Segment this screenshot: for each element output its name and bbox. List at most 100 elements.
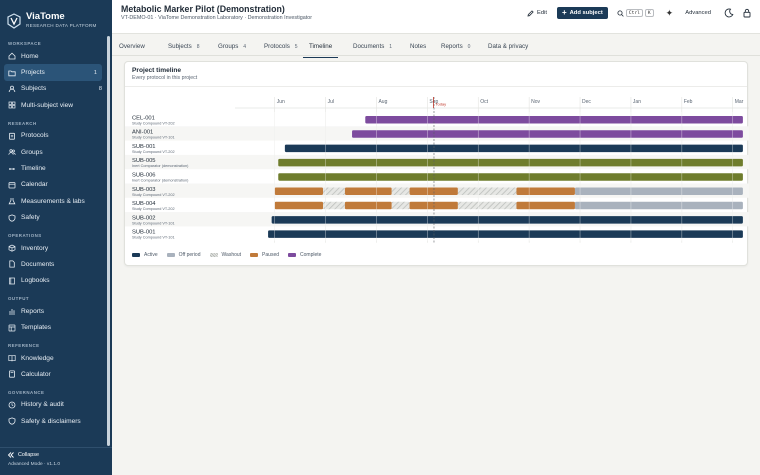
month-tick-label: Mar bbox=[735, 99, 744, 105]
sidebar-item-timeline[interactable]: Timeline bbox=[0, 160, 108, 176]
sidebar-item-reports[interactable]: Reports bbox=[0, 303, 108, 319]
legend-item-complete: Complete bbox=[288, 252, 321, 258]
tab-notes[interactable]: Notes bbox=[410, 40, 426, 58]
tab-count: 8 bbox=[196, 44, 200, 50]
sidebar-item-label: Knowledge bbox=[21, 354, 54, 362]
timeline-bar bbox=[284, 144, 743, 153]
sidebar-item-home[interactable]: Home bbox=[0, 48, 108, 64]
main-area: Metabolic Marker Pilot (Demonstration) V… bbox=[112, 0, 760, 475]
timeline-bar bbox=[271, 216, 743, 224]
add-subject-button[interactable]: + Add subject bbox=[556, 7, 608, 19]
timeline-bar bbox=[574, 187, 743, 195]
chart-icon bbox=[9, 309, 15, 315]
legend-swatch bbox=[209, 253, 218, 257]
collapse-button[interactable]: Collapse bbox=[0, 448, 112, 458]
legend-swatch bbox=[132, 253, 140, 257]
clipboard-icon bbox=[9, 132, 15, 140]
timeline-bar bbox=[278, 173, 743, 181]
tab-timeline[interactable]: Timeline bbox=[303, 40, 339, 58]
section-label-2: OPERATIONS bbox=[8, 232, 42, 238]
logo-icon bbox=[7, 12, 21, 29]
calendar-icon bbox=[8, 182, 16, 189]
timeline-bar bbox=[274, 201, 324, 210]
card-divider bbox=[125, 86, 747, 87]
card-title: Project timeline bbox=[132, 67, 182, 74]
timeline-bar bbox=[323, 187, 345, 195]
tab-documents[interactable]: Documents 1 bbox=[353, 40, 392, 58]
calculator-icon bbox=[9, 370, 15, 379]
template-icon bbox=[8, 324, 16, 332]
legend-label: Off period bbox=[178, 252, 201, 258]
timeline-bar bbox=[391, 187, 410, 195]
timeline-bar bbox=[516, 187, 575, 195]
kbd-ctrl: Ctrl bbox=[625, 9, 643, 17]
sidebar-scrollbar[interactable] bbox=[107, 36, 110, 446]
sidebar-item-multi-subject-view[interactable]: Multi-subject view bbox=[0, 97, 108, 113]
row-protocol-label: Study Compound VT-101 bbox=[132, 236, 175, 240]
tab-reports[interactable]: Reports 0 bbox=[441, 40, 470, 58]
page-header: Metabolic Marker Pilot (Demonstration) V… bbox=[112, 0, 760, 34]
shield-icon bbox=[8, 417, 16, 425]
tab-groups[interactable]: Groups 4 bbox=[218, 40, 246, 58]
sidebar-item-templates[interactable]: Templates bbox=[0, 319, 108, 335]
theme-toggle-icon[interactable] bbox=[724, 8, 734, 18]
sidebar-item-logbooks[interactable]: Logbooks bbox=[0, 273, 108, 289]
advanced-toggle[interactable]: Advanced bbox=[685, 10, 711, 16]
pencil-icon bbox=[527, 9, 534, 17]
timeline-bar bbox=[352, 130, 743, 138]
sidebar-item-documents[interactable]: Documents bbox=[0, 256, 108, 272]
month-tick-label: Oct bbox=[480, 99, 488, 105]
edit-button[interactable]: Edit bbox=[527, 9, 547, 17]
folder-icon bbox=[8, 70, 16, 76]
sidebar-item-protocols[interactable]: Protocols bbox=[0, 128, 108, 144]
sidebar-item-subjects[interactable]: Subjects 8 bbox=[0, 81, 108, 97]
legend-swatch bbox=[288, 253, 297, 257]
sidebar-item-knowledge[interactable]: Knowledge bbox=[0, 350, 108, 366]
lock-icon[interactable] bbox=[742, 8, 752, 18]
sidebar-item-safety[interactable]: Safety bbox=[0, 210, 108, 226]
timeline-bar bbox=[516, 201, 575, 210]
row-subject-label: ANI-001 bbox=[132, 130, 153, 136]
sidebar-item-calculator[interactable]: Calculator bbox=[0, 366, 108, 382]
sidebar-item-label: Documents bbox=[21, 260, 55, 268]
book-open-icon bbox=[8, 355, 16, 362]
legend-label: Complete bbox=[300, 252, 322, 258]
search-button[interactable]: Ctrl K bbox=[617, 9, 654, 17]
sidebar-item-label: Safety bbox=[21, 214, 40, 222]
month-tick-label: Jul bbox=[328, 99, 334, 105]
shield-icon bbox=[8, 214, 16, 222]
project-timeline-card: Project timeline Every protocol in this … bbox=[124, 61, 749, 266]
row-subject-label: SUB-001 bbox=[132, 230, 156, 236]
sidebar-item-label: Multi-subject view bbox=[21, 101, 74, 109]
tab-label: Reports bbox=[441, 43, 463, 50]
history-icon bbox=[8, 401, 16, 409]
row-protocol-label: Study Compound VT-202 bbox=[132, 193, 175, 197]
tab-protocols[interactable]: Protocols 5 bbox=[264, 40, 298, 58]
sidebar-item-inventory[interactable]: Inventory bbox=[0, 240, 108, 256]
timeline-legend: Active Off period Washout Paused Complete bbox=[132, 252, 330, 258]
tab-data-privacy[interactable]: Data & privacy bbox=[488, 40, 528, 58]
sidebar-item-label: Logbooks bbox=[21, 277, 50, 285]
sidebar-item-history-audit[interactable]: History & audit bbox=[0, 397, 108, 413]
month-tick-label: Aug bbox=[378, 99, 387, 105]
legend-label: Washout bbox=[221, 252, 242, 258]
add-subject-label: Add subject bbox=[569, 10, 603, 16]
tab-subjects[interactable]: Subjects 8 bbox=[168, 40, 200, 58]
plus-icon: + bbox=[561, 8, 567, 17]
sidebar-item-calendar[interactable]: Calendar bbox=[0, 177, 108, 193]
row-protocol-label: Inert Comparator (demonstration) bbox=[132, 179, 189, 183]
sidebar-item-groups[interactable]: Groups bbox=[0, 144, 108, 160]
sidebar-item-safety-disclaimers[interactable]: Safety & disclaimers bbox=[0, 413, 108, 429]
brand[interactable]: ViaTome RESEARCH DATA PLATFORM bbox=[0, 0, 112, 34]
today-label: Today bbox=[435, 102, 446, 107]
legend-label: Paused bbox=[262, 252, 280, 258]
section-label-4: REFERENCE bbox=[8, 342, 40, 348]
sidebar-item-projects[interactable]: Projects 1 bbox=[4, 64, 102, 81]
timeline-chart: JunJulAugSepOctNovDecJanFebMarCEL-001Stu… bbox=[125, 97, 749, 243]
tab-overview[interactable]: Overview bbox=[119, 40, 145, 58]
row-subject-label: SUB-003 bbox=[132, 187, 156, 193]
sparkle-icon[interactable]: ✦ bbox=[665, 7, 674, 18]
tab-label: Subjects bbox=[168, 43, 192, 50]
sidebar-item-measurements-labs[interactable]: Measurements & labs bbox=[0, 193, 108, 209]
sidebar-footer: Collapse Advanced Mode · v1.1.0 bbox=[0, 447, 112, 475]
